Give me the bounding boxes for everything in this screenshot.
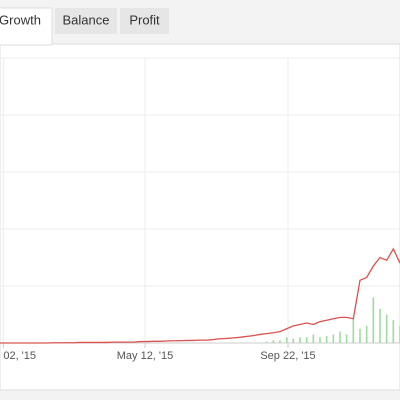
line (0, 247, 400, 344)
tab-label: Growth (0, 12, 41, 27)
bar (332, 334, 335, 343)
bar (372, 297, 375, 343)
tab[interactable]: Balance (55, 8, 117, 34)
bar (385, 314, 388, 343)
bar (319, 337, 321, 343)
bar (352, 317, 355, 343)
bar (312, 334, 315, 343)
bar (345, 334, 348, 343)
x-tick-label: 02, '15 (3, 350, 36, 362)
tab-background (55, 8, 117, 34)
bar (299, 337, 301, 343)
tab-bar: Growth Balance Profit (0, 7, 169, 46)
bar (339, 331, 341, 343)
plot: 02, '15 May 12, '15 Sep 22, '15 (0, 57, 400, 362)
bar (285, 337, 288, 343)
bar (265, 341, 268, 343)
x-tick-label: Sep 22, '15 (260, 350, 315, 362)
x-tick-label: May 12, '15 (117, 350, 174, 362)
bar (392, 320, 395, 343)
bar (292, 338, 295, 343)
chart-panel (0, 43, 400, 391)
tab-label: Balance (63, 12, 110, 27)
bar (379, 308, 381, 343)
tab-background (0, 7, 53, 46)
tab[interactable]: Growth (0, 7, 53, 46)
tab-label: Profit (129, 12, 160, 27)
tab[interactable]: Profit (120, 8, 169, 34)
bar (365, 325, 368, 343)
bar (279, 340, 281, 343)
bar (305, 337, 308, 343)
tab-background (120, 8, 169, 34)
bar (359, 328, 361, 343)
bar (272, 340, 275, 343)
bar (325, 335, 328, 343)
